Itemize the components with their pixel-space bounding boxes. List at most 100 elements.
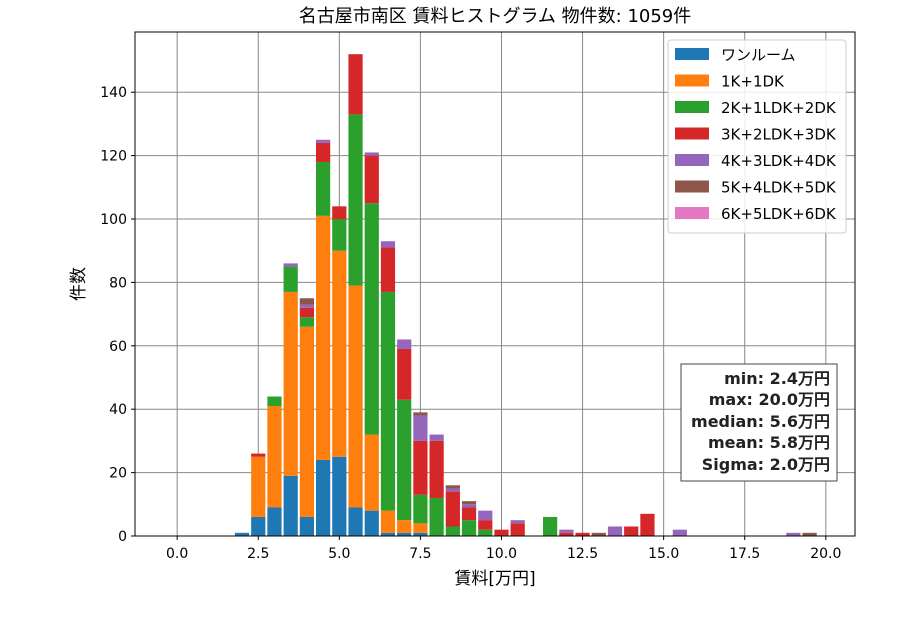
y-tick-label: 60 (109, 339, 127, 355)
bar-segment (397, 348, 412, 400)
stats-min: min: 2.4万円 (724, 369, 830, 388)
bar-segment (348, 285, 363, 508)
x-tick-label: 5.0 (328, 546, 350, 562)
bar-segment (543, 516, 558, 536)
bar-segment (607, 526, 623, 536)
x-tick-label: 7.5 (409, 546, 431, 562)
bar-segment (445, 485, 460, 489)
legend-label: 2K+1LDK+2DK (721, 99, 837, 117)
bar-segment (559, 529, 574, 533)
bar-segment (380, 510, 396, 533)
bar-segment (316, 161, 331, 216)
bar-segment (364, 510, 379, 536)
bar-segment (413, 440, 428, 495)
bar-segment (478, 510, 493, 521)
x-tick-label: 12.5 (567, 546, 598, 562)
bar-segment (510, 520, 525, 524)
bar-segment (429, 440, 444, 498)
bar-segment (299, 304, 314, 308)
y-tick-label: 80 (109, 275, 127, 291)
bar-segment (380, 241, 396, 248)
legend-swatch (675, 74, 709, 87)
bar-segment (316, 459, 331, 536)
bar-segment (413, 523, 428, 533)
bar-segment (283, 266, 298, 292)
bar-segment (348, 114, 363, 286)
stats-mean: mean: 5.8万円 (708, 433, 830, 452)
bar-segment (316, 142, 331, 162)
bar-segment (559, 532, 574, 536)
stats-median: median: 5.6万円 (691, 412, 830, 431)
bar-segment (267, 396, 282, 407)
stats-box: min: 2.4万円 max: 20.0万円 median: 5.6万円 mea… (680, 363, 838, 482)
bar-segment (299, 307, 314, 318)
bar-segment (267, 507, 282, 536)
bar-segment (299, 298, 314, 305)
bar-segment (316, 215, 331, 460)
bar-segment (283, 291, 298, 476)
bar-segment (461, 504, 477, 508)
bar-segment (461, 507, 477, 521)
y-tick-label: 40 (109, 402, 127, 418)
stats-box-frame (680, 363, 838, 482)
bar-segment (802, 532, 817, 536)
legend-label: ワンルーム (721, 46, 796, 64)
legend: ワンルーム 1K+1DK 2K+1LDK+2DK 3K+2LDK+3DK 4K+3LDK… (667, 39, 847, 234)
bar-segment (380, 291, 396, 511)
bar-segment (348, 54, 363, 115)
bar-segment (413, 415, 428, 441)
legend-swatch (675, 180, 709, 193)
legend-swatch (675, 127, 709, 140)
bar-segment (445, 488, 460, 492)
legend-label: 6K+5LDK+6DK (721, 205, 837, 223)
y-tick-label: 140 (100, 85, 127, 101)
legend-label: 5K+4LDK+5DK (721, 179, 837, 197)
bar-segment (332, 250, 347, 457)
bar-segment (413, 412, 428, 416)
y-tick-label: 0 (118, 529, 127, 545)
bar-segment (316, 139, 331, 143)
y-tick-label: 120 (100, 149, 127, 165)
bar-segment (380, 532, 396, 536)
histogram-bars (234, 54, 817, 536)
legend-swatch (675, 154, 709, 166)
legend-label: 4K+3LDK+4DK (721, 152, 837, 170)
x-tick-label: 10.0 (486, 546, 517, 562)
bar-segment (251, 456, 266, 517)
bar-segment (445, 526, 460, 536)
y-tick-label: 100 (100, 212, 127, 228)
legend-swatch (675, 101, 709, 113)
bar-segment (364, 152, 379, 156)
bar-segment (364, 155, 379, 204)
bar-segment (429, 497, 444, 536)
x-tick-label: 20.0 (810, 546, 841, 562)
bar-segment (672, 529, 687, 536)
legend-swatch (675, 207, 709, 219)
x-tick-label: 0.0 (166, 546, 188, 562)
bar-segment (786, 532, 801, 536)
legend-box (667, 39, 847, 234)
bar-segment (575, 532, 590, 536)
bar-segment (397, 520, 412, 533)
legend-label: 3K+2LDK+3DK (721, 126, 837, 144)
plot-frame (134, 31, 856, 537)
bar-segment (429, 434, 444, 441)
bar-segment (348, 507, 363, 536)
bar-segment (234, 532, 250, 536)
bar-segment (299, 317, 314, 327)
bar-segment (380, 247, 396, 292)
bar-segment (445, 491, 460, 527)
legend-swatch (675, 48, 709, 60)
bar-segment (267, 406, 282, 508)
bar-segment (624, 526, 639, 536)
bar-segment (413, 494, 428, 524)
x-tick-label: 15.0 (648, 546, 679, 562)
bar-segment (332, 219, 347, 251)
x-tick-label: 2.5 (247, 546, 269, 562)
bar-segment (397, 532, 412, 536)
bar-segment (413, 532, 428, 536)
bar-segment (461, 501, 477, 505)
bar-segment (640, 513, 655, 536)
bar-segment (283, 475, 298, 536)
